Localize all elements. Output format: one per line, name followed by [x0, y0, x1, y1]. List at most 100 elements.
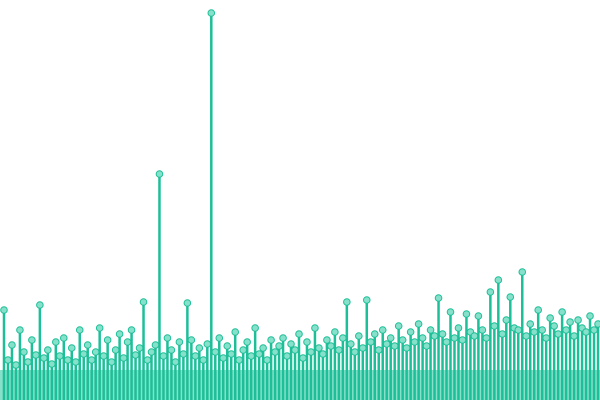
marker — [323, 336, 331, 344]
marker — [103, 336, 112, 344]
marker — [434, 294, 443, 302]
marker — [550, 322, 558, 330]
marker — [498, 330, 507, 338]
marker — [267, 336, 275, 344]
marker — [207, 9, 216, 17]
marker — [215, 334, 224, 342]
marker — [307, 348, 315, 356]
marker — [4, 356, 12, 364]
marker — [199, 356, 208, 364]
marker — [127, 326, 136, 334]
marker — [143, 356, 152, 364]
marker — [107, 358, 116, 366]
marker — [534, 306, 543, 314]
marker — [163, 334, 172, 342]
marker — [331, 328, 339, 336]
marker — [295, 330, 303, 338]
marker — [123, 338, 132, 346]
marker — [271, 348, 279, 356]
marker — [426, 326, 435, 334]
marker — [303, 338, 311, 346]
marker — [327, 342, 335, 350]
marker — [526, 320, 535, 328]
marker — [538, 326, 546, 334]
marker — [562, 326, 570, 334]
marker — [223, 342, 232, 350]
marker — [566, 318, 574, 326]
marker — [67, 344, 76, 352]
marker — [410, 338, 419, 346]
marker — [52, 338, 60, 346]
marker — [71, 358, 80, 366]
marker — [167, 346, 176, 354]
marker — [398, 336, 407, 344]
marker — [243, 338, 251, 346]
marker — [339, 334, 347, 342]
marker — [8, 341, 16, 349]
marker — [450, 334, 459, 342]
marker — [430, 332, 439, 340]
marker — [255, 350, 263, 358]
marker — [75, 326, 84, 334]
marker — [378, 326, 387, 334]
marker — [394, 322, 403, 330]
marker — [179, 350, 188, 358]
marker — [20, 348, 28, 356]
marker — [570, 332, 578, 340]
marker — [582, 328, 590, 336]
marker — [155, 170, 164, 178]
marker — [546, 314, 554, 322]
marker — [263, 356, 271, 364]
marker — [159, 352, 168, 360]
marker — [12, 361, 20, 369]
marker — [490, 322, 499, 330]
marker — [554, 330, 562, 338]
marker — [438, 330, 447, 338]
marker — [518, 268, 527, 276]
marker — [347, 340, 355, 348]
marker — [402, 344, 411, 352]
marker — [32, 351, 40, 359]
marker — [474, 312, 483, 320]
marker — [279, 334, 287, 342]
marker — [44, 346, 52, 354]
marker — [382, 340, 391, 348]
marker — [482, 334, 491, 342]
marker — [151, 341, 160, 349]
marker — [390, 342, 399, 350]
marker — [458, 336, 467, 344]
marker — [343, 298, 351, 306]
marker — [99, 352, 108, 360]
marker — [406, 328, 415, 336]
marker — [0, 306, 8, 314]
marker — [502, 316, 511, 324]
marker — [36, 301, 44, 309]
marker — [358, 344, 367, 352]
marker — [24, 358, 32, 366]
marker — [87, 356, 96, 364]
marker — [48, 360, 56, 368]
marker — [442, 338, 451, 346]
marker — [111, 346, 120, 354]
marker — [514, 326, 523, 334]
marker — [414, 320, 423, 328]
marker — [542, 334, 550, 342]
marker — [574, 316, 582, 324]
marker — [586, 312, 594, 320]
marker — [470, 332, 479, 340]
marker — [247, 352, 255, 360]
marker — [219, 354, 228, 362]
marker — [319, 350, 327, 358]
marker — [175, 338, 184, 346]
marker — [594, 320, 600, 328]
marker — [63, 356, 72, 364]
marker — [287, 340, 295, 348]
marker — [418, 334, 427, 342]
marker — [275, 342, 283, 350]
marker — [183, 299, 192, 307]
marker — [131, 351, 140, 359]
marker — [291, 346, 299, 354]
marker — [139, 298, 148, 306]
marker — [171, 358, 180, 366]
